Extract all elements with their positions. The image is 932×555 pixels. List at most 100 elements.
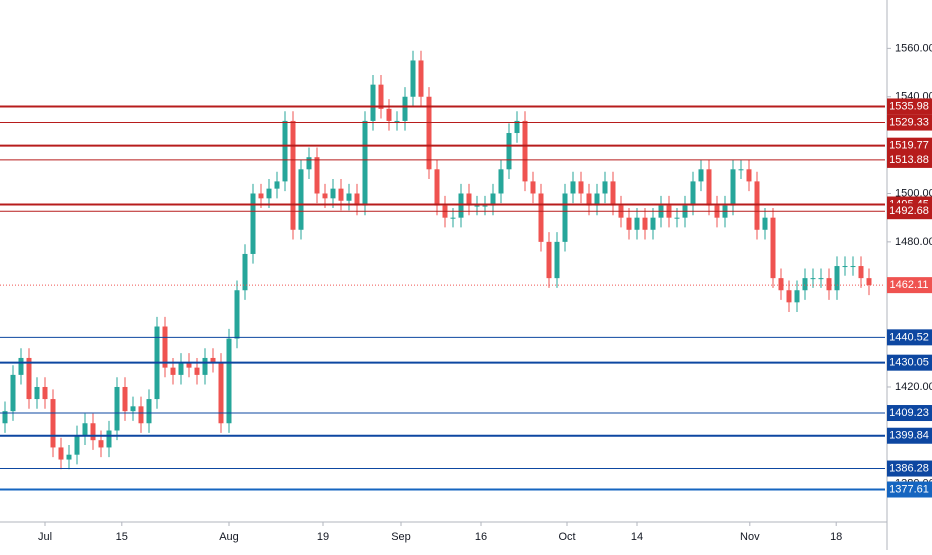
- candle-body: [250, 193, 256, 254]
- candle-body: [186, 362, 192, 368]
- level-label: 1399.84: [889, 430, 929, 442]
- candle-body: [306, 157, 312, 170]
- candle-body: [690, 181, 696, 206]
- candle-body: [218, 362, 224, 424]
- candle-body: [298, 169, 304, 230]
- candle-body: [474, 205, 480, 207]
- candle-body: [426, 96, 432, 170]
- candle-body: [818, 278, 824, 280]
- last-price-label: 1462.11: [890, 279, 929, 291]
- candle-body: [746, 169, 752, 182]
- candle-body: [106, 430, 112, 448]
- x-tick-label: 14: [631, 531, 643, 543]
- level-label: 1519.77: [889, 140, 929, 152]
- candle-body: [226, 338, 232, 424]
- candle-body: [730, 169, 736, 206]
- candle-body: [378, 84, 384, 109]
- candle-body: [314, 157, 320, 194]
- candle-body: [458, 193, 464, 218]
- candle-body: [546, 241, 552, 279]
- y-tick-label: 1480.00: [895, 236, 932, 248]
- candle-body: [418, 60, 424, 97]
- candle-body: [130, 406, 136, 412]
- candle-body: [570, 181, 576, 194]
- candle-body: [410, 60, 416, 97]
- candle-body: [754, 181, 760, 230]
- candle-body: [842, 266, 848, 268]
- candle-body: [210, 357, 216, 363]
- candle-body: [58, 447, 64, 460]
- candle-body: [706, 169, 712, 206]
- candle-body: [786, 290, 792, 303]
- candle-body: [482, 205, 488, 207]
- level-label: 1430.05: [889, 357, 929, 369]
- candle-body: [738, 169, 744, 171]
- candle-body: [234, 290, 240, 339]
- candle-body: [466, 193, 472, 206]
- level-badge: [887, 329, 932, 346]
- level-badge: [887, 354, 932, 371]
- candle-body: [202, 357, 208, 375]
- candle-body: [530, 181, 536, 194]
- candle-body: [538, 193, 544, 242]
- level-badge: [887, 203, 932, 220]
- x-tick-label: Oct: [558, 531, 575, 543]
- level-label: 1377.61: [889, 483, 929, 495]
- candle-body: [506, 133, 512, 170]
- candle-body: [170, 367, 176, 375]
- candle-body: [82, 423, 88, 436]
- candle-body: [826, 278, 832, 291]
- candle-body: [362, 120, 368, 206]
- candle-body: [650, 217, 656, 230]
- candle-body: [266, 188, 272, 199]
- candle-body: [338, 188, 344, 201]
- candle-body: [178, 362, 184, 375]
- candle-body: [194, 367, 200, 375]
- candle-body: [810, 278, 816, 280]
- candle-body: [770, 217, 776, 279]
- level-label: 1535.98: [889, 100, 929, 112]
- level-badge: [887, 427, 932, 444]
- candle-body: [2, 411, 8, 424]
- level-badge: [887, 481, 932, 498]
- candle-body: [282, 120, 288, 182]
- x-tick-label: Aug: [219, 531, 239, 543]
- candle-body: [434, 169, 440, 206]
- candle-body: [698, 169, 704, 182]
- x-tick-label: 15: [116, 531, 128, 543]
- candle-body: [834, 266, 840, 291]
- candle-body: [274, 181, 280, 189]
- candle-body: [90, 423, 96, 441]
- candle-body: [18, 357, 24, 375]
- x-tick-label: 16: [475, 531, 487, 543]
- candle-body: [10, 374, 16, 412]
- candle-body: [514, 120, 520, 134]
- candle-body: [242, 253, 248, 291]
- level-label: 1440.52: [889, 331, 929, 343]
- candle-body: [626, 217, 632, 230]
- candle-body: [394, 120, 400, 122]
- candle-body: [522, 120, 528, 182]
- candle-body: [562, 193, 568, 242]
- candle-body: [26, 357, 32, 400]
- candle-body: [258, 193, 264, 199]
- x-tick-label: 18: [830, 531, 842, 543]
- x-tick-label: Nov: [740, 531, 760, 543]
- candle-body: [850, 266, 856, 268]
- candle-body: [74, 435, 80, 455]
- candle-body: [386, 108, 392, 121]
- candle-body: [354, 193, 360, 206]
- candle-body: [858, 266, 864, 279]
- candle-body: [402, 96, 408, 121]
- last-price-badge: [887, 277, 932, 294]
- candle-body: [450, 217, 456, 219]
- candle-body: [138, 406, 144, 424]
- x-tick-label: Jul: [38, 531, 52, 543]
- level-badge: [887, 460, 932, 477]
- candle-body: [578, 181, 584, 194]
- candle-body: [602, 181, 608, 194]
- candle-body: [498, 169, 504, 194]
- level-badge: [887, 151, 932, 168]
